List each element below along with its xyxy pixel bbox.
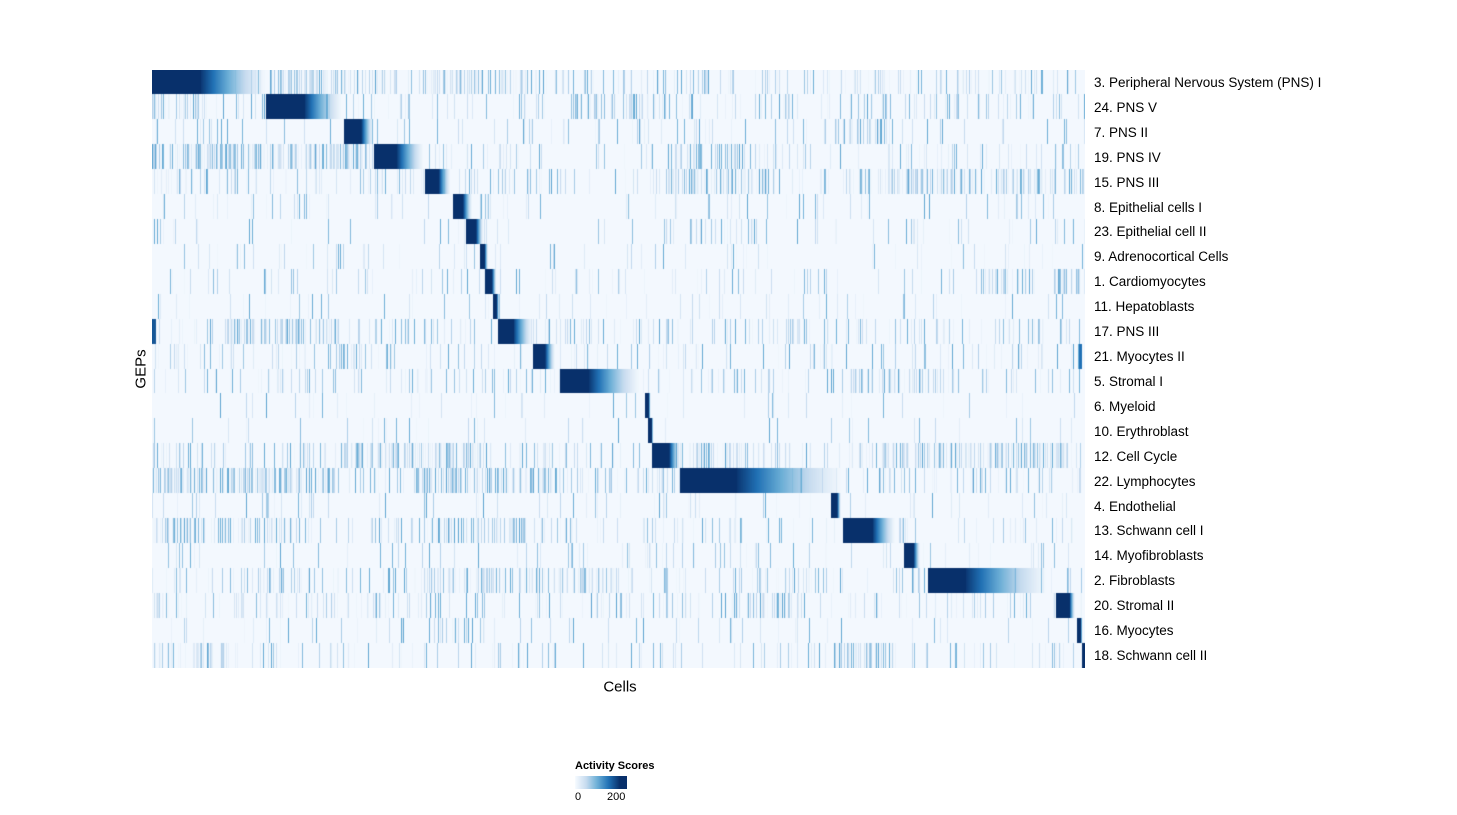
activity-scores-legend: Activity Scores 0 200	[575, 760, 705, 805]
row-label: 10. Erythroblast	[1094, 423, 1189, 439]
row-label: 22. Lymphocytes	[1094, 473, 1196, 489]
row-label: 20. Stromal II	[1094, 598, 1175, 614]
legend-tick-min: 0	[575, 791, 582, 803]
row-label: 8. Epithelial cells I	[1094, 199, 1203, 215]
row-label: 17. PNS III	[1094, 324, 1160, 340]
heatmap-plot	[152, 70, 1085, 668]
row-label: 1. Cardiomyocytes	[1094, 274, 1206, 290]
row-label: 18. Schwann cell II	[1094, 648, 1208, 664]
y-axis-label: GEPs	[132, 349, 150, 389]
row-label: 11. Hepatoblasts	[1094, 299, 1195, 315]
row-label: 16. Myocytes	[1094, 623, 1174, 639]
row-label: 4. Endothelial	[1094, 498, 1176, 514]
legend-tick-labels: 0 200	[575, 791, 705, 805]
legend-tick-max: 200	[607, 791, 626, 803]
row-label: 3. Peripheral Nervous System (PNS) I	[1094, 74, 1322, 90]
row-label: 9. Adrenocortical Cells	[1094, 249, 1229, 265]
row-label: 15. PNS III	[1094, 174, 1160, 190]
row-label: 12. Cell Cycle	[1094, 448, 1178, 464]
legend-title: Activity Scores	[575, 760, 655, 772]
row-label: 21. Myocytes II	[1094, 349, 1185, 365]
row-label: 5. Stromal I	[1094, 373, 1164, 389]
row-label: 2. Fibroblasts	[1094, 573, 1176, 589]
x-axis-label: Cells	[603, 678, 637, 696]
row-label: 6. Myeloid	[1094, 398, 1156, 414]
row-label: 7. PNS II	[1094, 124, 1149, 140]
row-label: 24. PNS V	[1094, 99, 1158, 115]
row-label: 13. Schwann cell I	[1094, 523, 1204, 539]
row-label: 14. Myofibroblasts	[1094, 548, 1204, 564]
legend-colorbar	[575, 776, 627, 789]
gep-row-labels: 3. Peripheral Nervous System (PNS) I 24. …	[1094, 70, 1454, 668]
row-label: 23. Epithelial cell II	[1094, 224, 1207, 240]
row-label: 19. PNS IV	[1094, 149, 1161, 165]
